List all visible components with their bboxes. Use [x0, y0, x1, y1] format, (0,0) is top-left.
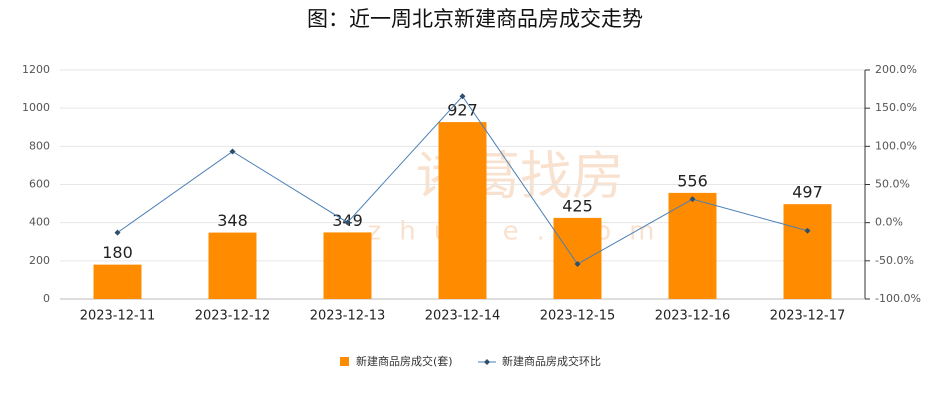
- bar: [438, 122, 487, 299]
- line-marker: [114, 229, 121, 236]
- y2-tick-label: -100.0%: [875, 292, 921, 305]
- value-label: 425: [562, 196, 593, 215]
- x-tick-label: 2023-12-11: [80, 309, 156, 324]
- bar: [668, 192, 717, 299]
- line-marker: [689, 196, 696, 203]
- y-tick-label: 200: [29, 254, 50, 267]
- value-label: 180: [102, 243, 133, 262]
- line-marker: [574, 261, 581, 268]
- y-tick-label: 0: [43, 292, 50, 305]
- y2-tick-label: 100.0%: [875, 139, 917, 152]
- value-label: 927: [447, 101, 478, 120]
- y-tick-label: 800: [29, 139, 50, 152]
- value-label: 348: [217, 211, 248, 230]
- line-marker: [804, 227, 811, 234]
- x-tick-label: 2023-12-14: [425, 309, 501, 324]
- bar: [323, 232, 372, 299]
- bar: [553, 217, 602, 299]
- value-label: 497: [792, 183, 823, 202]
- y-tick-label: 1000: [22, 101, 50, 114]
- x-tick-label: 2023-12-17: [770, 309, 846, 324]
- x-tick-label: 2023-12-13: [310, 309, 386, 324]
- watermark-sub: zhuge.com: [368, 217, 673, 247]
- y-tick-label: 600: [29, 178, 50, 191]
- legend-marker: [484, 359, 490, 365]
- legend-label: 新建商品房成交环比: [502, 354, 601, 368]
- x-tick-label: 2023-12-15: [540, 309, 616, 324]
- line-marker: [229, 148, 236, 155]
- line-marker: [344, 219, 351, 226]
- legend-swatch: [340, 357, 349, 366]
- y-tick-label: 1200: [22, 63, 50, 76]
- bar: [208, 232, 257, 299]
- x-tick-label: 2023-12-16: [655, 309, 731, 324]
- x-tick-label: 2023-12-12: [195, 309, 271, 324]
- line-marker: [459, 93, 466, 100]
- bar: [93, 264, 142, 299]
- y-tick-label: 400: [29, 216, 50, 229]
- legend-label: 新建商品房成交(套): [356, 354, 453, 368]
- y2-tick-label: 150.0%: [875, 101, 917, 114]
- y2-tick-label: 0.0%: [875, 216, 903, 229]
- y2-tick-label: -50.0%: [875, 254, 914, 267]
- bar: [783, 204, 832, 299]
- value-label: 556: [677, 171, 708, 190]
- y2-tick-label: 50.0%: [875, 178, 910, 191]
- y2-tick-label: 200.0%: [875, 63, 917, 76]
- chart-title: 图：近一周北京新建商品房成交走势: [307, 7, 643, 31]
